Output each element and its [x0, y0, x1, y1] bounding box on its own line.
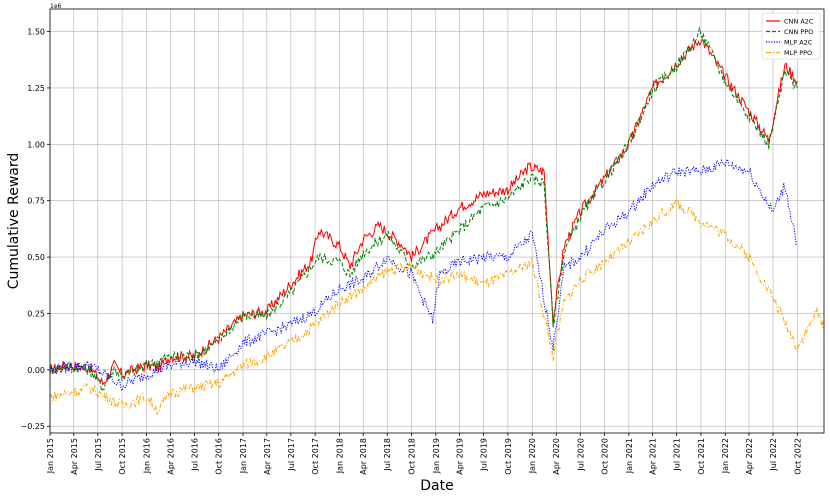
- x-tick-label: Jul 2015: [94, 438, 103, 472]
- x-tick-label: Jan 2016: [142, 438, 151, 474]
- x-tick-label: Jan 2017: [239, 438, 248, 474]
- x-tick-label: Jul 2022: [769, 438, 778, 472]
- legend-label-mlp-a2c: MLP A2C: [784, 38, 813, 46]
- x-tick-label: Jul 2018: [383, 438, 392, 472]
- x-tick-label: Oct 2021: [697, 438, 706, 475]
- y-axis-ticks: −0.25 0.00 0.25 0.50 0.75 1.00 1.25 1.50: [20, 28, 50, 431]
- x-tick-label: Apr 2017: [263, 438, 272, 475]
- legend-label-cnn-a2c: CNN A2C: [784, 17, 814, 25]
- x-tick-label: Jan 2022: [721, 438, 730, 474]
- x-tick-label: Apr 2020: [552, 438, 561, 475]
- x-tick-label: Jan 2018: [335, 438, 344, 474]
- x-tick-label: Jan 2020: [528, 438, 537, 474]
- x-tick-label: Apr 2022: [745, 438, 754, 475]
- legend-label-cnn-ppo: CNN PPO: [784, 28, 813, 36]
- x-tick-label: Jul 2016: [190, 438, 199, 472]
- legend-box: [761, 12, 821, 60]
- x-axis-ticks: Jan 2015 Apr 2015 Jul 2015 Oct 2015 Jan 2016…: [46, 433, 802, 475]
- y-tick-label: 0.75: [27, 197, 45, 206]
- x-tick-label: Apr 2019: [456, 438, 465, 475]
- y-tick-label: 1.50: [27, 28, 45, 37]
- x-tick-label: Apr 2018: [359, 438, 368, 475]
- series-line-mlp-ppo: [49, 195, 825, 416]
- x-tick-label: Jan 2019: [432, 438, 441, 474]
- y-tick-label: −0.25: [20, 422, 45, 431]
- x-tick-label: Jul 2019: [480, 438, 489, 472]
- x-tick-label: Oct 2018: [408, 438, 417, 475]
- y-tick-label: 0.50: [27, 253, 45, 262]
- y-tick-label: 1.00: [27, 140, 45, 149]
- y-tick-label: 1.25: [27, 84, 45, 93]
- legend: CNN A2C CNN PPO MLP A2C MLP PPO: [761, 12, 821, 60]
- x-tick-label: Oct 2020: [601, 438, 610, 475]
- x-tick-label: Oct 2015: [118, 438, 127, 475]
- series-line-cnn-ppo: [49, 26, 798, 393]
- x-tick-label: Jul 2020: [576, 438, 585, 472]
- x-tick-label: Jul 2021: [673, 438, 682, 472]
- x-tick-label: Oct 2022: [793, 438, 802, 475]
- x-tick-label: Oct 2016: [215, 438, 224, 475]
- x-tick-label: Apr 2015: [70, 438, 79, 475]
- plot-frame: [49, 8, 825, 434]
- y-tick-label: 0.25: [27, 309, 45, 318]
- x-tick-label: Oct 2017: [311, 438, 320, 475]
- y-axis-exponent-label: 1e6: [50, 3, 62, 10]
- x-tick-label: Jan 2021: [625, 438, 634, 474]
- legend-label-mlp-ppo: MLP PPO: [784, 49, 812, 57]
- series-line-cnn-a2c: [49, 38, 798, 386]
- x-tick-label: Oct 2019: [504, 438, 513, 475]
- series-lines: [49, 26, 825, 416]
- y-tick-label: 0.00: [27, 366, 45, 375]
- x-tick-label: Apr 2021: [649, 438, 658, 475]
- x-tick-label: Apr 2016: [166, 438, 175, 475]
- x-tick-label: Jan 2015: [46, 438, 55, 474]
- x-axis-title: Date: [420, 478, 453, 494]
- y-axis-title: Cumulative Reward: [6, 153, 22, 290]
- grid: [49, 9, 824, 433]
- x-tick-label: Jul 2017: [287, 438, 296, 472]
